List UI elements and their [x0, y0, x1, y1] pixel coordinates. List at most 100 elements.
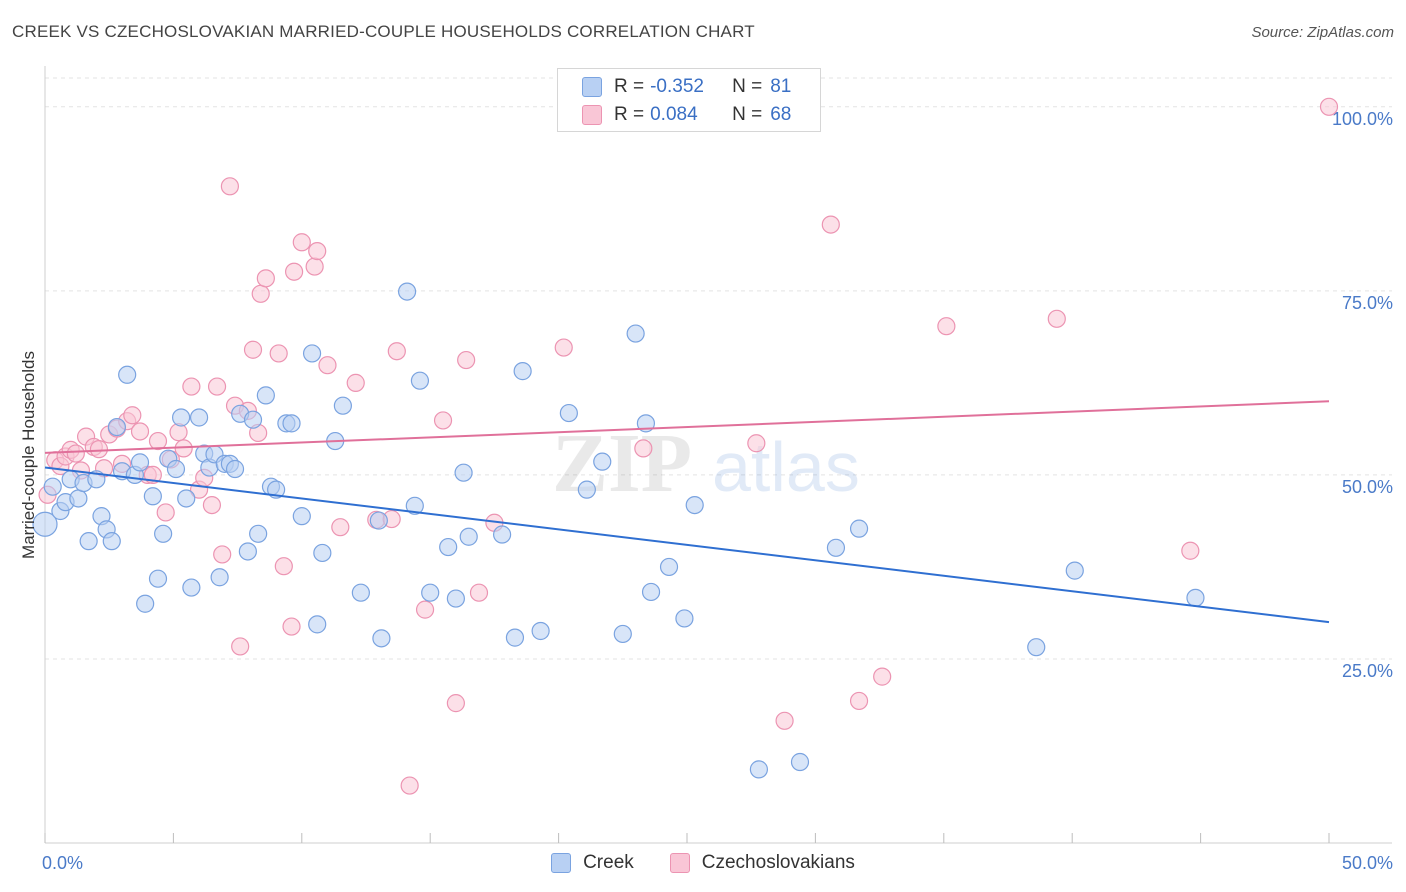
czech-point: [284, 262, 304, 281]
creek-point: [685, 495, 704, 515]
czech-point: [318, 356, 337, 375]
creek-point: [505, 628, 525, 647]
y-tick-label: 75.0%: [1342, 293, 1393, 313]
czech-point: [182, 377, 201, 396]
creek-trend-line: [44, 466, 1330, 624]
creek-point: [107, 417, 127, 437]
czech-point: [775, 711, 794, 730]
creek-point: [372, 629, 391, 648]
creek-n-value: 81: [770, 76, 792, 97]
creek-point: [446, 589, 465, 608]
creek-point: [182, 578, 201, 597]
creek-point: [577, 480, 596, 499]
creek-point: [626, 324, 645, 343]
czech-legend-swatch: [669, 853, 690, 873]
creek-point: [405, 496, 424, 515]
trend-layer: [44, 400, 1330, 624]
creek-point: [351, 583, 370, 602]
y-tick-label: 100.0%: [1332, 109, 1393, 129]
czech-n-label: N =: [732, 104, 763, 125]
czech-point: [269, 344, 288, 363]
creek-swatch: [582, 77, 602, 97]
creek-point: [593, 452, 612, 471]
creek-point: [559, 403, 578, 423]
creek-legend-swatch: [551, 853, 572, 873]
creek-point: [130, 453, 150, 472]
czech-point: [331, 518, 350, 537]
chart-title: CREEK VS CZECHOSLOVAKIAN MARRIED-COUPLE …: [12, 22, 755, 41]
creek-point: [292, 507, 311, 526]
series-legend: Creek Czechoslovakians: [0, 852, 1406, 874]
czech-point: [251, 284, 270, 303]
creek-n-label: N =: [732, 76, 763, 97]
creek-r-label: R =: [614, 76, 645, 97]
creek-point: [302, 344, 322, 363]
czech-point: [130, 422, 150, 441]
creek-point: [1065, 561, 1084, 580]
creek-point: [32, 511, 58, 537]
creek-point: [43, 477, 62, 496]
czech-point: [207, 377, 227, 396]
series-legend-creek[interactable]: Creek: [551, 852, 634, 874]
creek-point: [641, 582, 661, 602]
czech-point: [1319, 97, 1339, 116]
creek-point: [333, 396, 352, 415]
creek-point: [166, 459, 186, 479]
czech-point: [202, 495, 222, 515]
creek-point: [454, 463, 473, 482]
creek-point: [79, 532, 98, 551]
creek-point: [189, 408, 209, 427]
czech-point: [1047, 309, 1066, 328]
czech-point: [457, 350, 476, 370]
creek-r-value: -0.352: [650, 76, 704, 97]
creek-point: [659, 557, 679, 577]
czech-point: [89, 440, 109, 459]
czech-point: [446, 694, 465, 713]
creek-point: [513, 362, 532, 381]
czech-point: [274, 557, 293, 576]
czech-point: [554, 338, 573, 357]
creek-point: [1027, 638, 1046, 657]
czech-point: [123, 406, 142, 425]
creek-point: [459, 527, 478, 546]
czech-point: [66, 444, 85, 463]
legend-row-creek: R = -0.352 N = 81: [582, 73, 791, 101]
czech-legend-label: Czechoslovakians: [701, 852, 855, 873]
czech-point: [415, 600, 435, 619]
czech-trend-line: [44, 400, 1330, 454]
grid-layer: [45, 77, 1392, 660]
czech-n-value: 68: [770, 104, 792, 125]
source-credit: Source: ZipAtlas.com: [1251, 24, 1394, 41]
creek-legend-label: Creek: [583, 852, 634, 873]
czech-point: [634, 439, 653, 458]
creek-point: [613, 624, 632, 644]
czech-point: [747, 434, 766, 453]
creek-point: [1186, 588, 1205, 607]
czech-point: [1181, 541, 1200, 560]
czech-point: [256, 269, 275, 288]
czech-point: [346, 373, 365, 392]
czech-point: [282, 617, 301, 636]
creek-point: [102, 532, 121, 551]
czech-point: [243, 340, 263, 359]
series-legend-czech[interactable]: Czechoslovakians: [669, 852, 855, 874]
czech-point: [148, 431, 168, 451]
czech-point: [821, 215, 840, 234]
creek-point: [531, 621, 550, 641]
creek-point: [136, 594, 155, 613]
creek-point: [313, 543, 332, 563]
czech-point: [231, 637, 250, 656]
creek-point: [148, 569, 168, 588]
czech-point: [849, 691, 869, 711]
creek-point: [210, 568, 229, 587]
czech-point: [308, 242, 327, 261]
creek-point: [493, 525, 512, 544]
creek-point: [249, 524, 268, 543]
creek-point: [421, 583, 440, 602]
czech-point: [213, 545, 232, 564]
creek-point: [790, 752, 810, 772]
czech-point: [305, 257, 324, 276]
czech-swatch: [582, 105, 602, 125]
czech-point: [873, 667, 892, 686]
